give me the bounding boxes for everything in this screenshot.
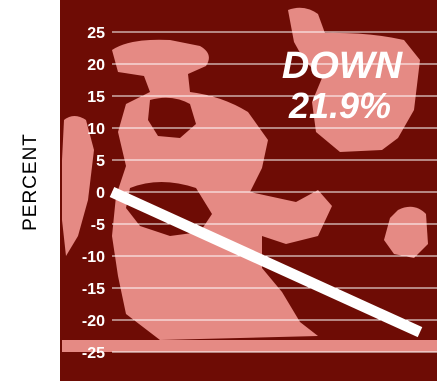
annotation-down: DOWN — [282, 45, 404, 87]
y-tick-label: -20 — [82, 313, 105, 330]
y-tick-label: 0 — [96, 185, 105, 202]
y-axis-label: PERCENT — [20, 133, 41, 231]
y-tick-label: 15 — [87, 89, 105, 106]
y-tick-label: 20 — [87, 57, 105, 74]
series-line — [109, 186, 423, 338]
y-axis-ticks: 25 20 15 10 5 0 -5 -10 -15 -20 -25 — [82, 25, 105, 362]
y-tick-label: 10 — [87, 121, 105, 138]
y-tick-label: 25 — [87, 25, 105, 42]
gridlines — [112, 31, 437, 353]
y-tick-label: -5 — [91, 217, 105, 234]
y-tick-label: 5 — [96, 153, 105, 170]
y-tick-label: -15 — [82, 281, 105, 298]
y-tick-label: -10 — [82, 249, 105, 266]
y-tick-label: -25 — [82, 345, 105, 362]
annotation-percent: 21.9% — [288, 85, 391, 126]
